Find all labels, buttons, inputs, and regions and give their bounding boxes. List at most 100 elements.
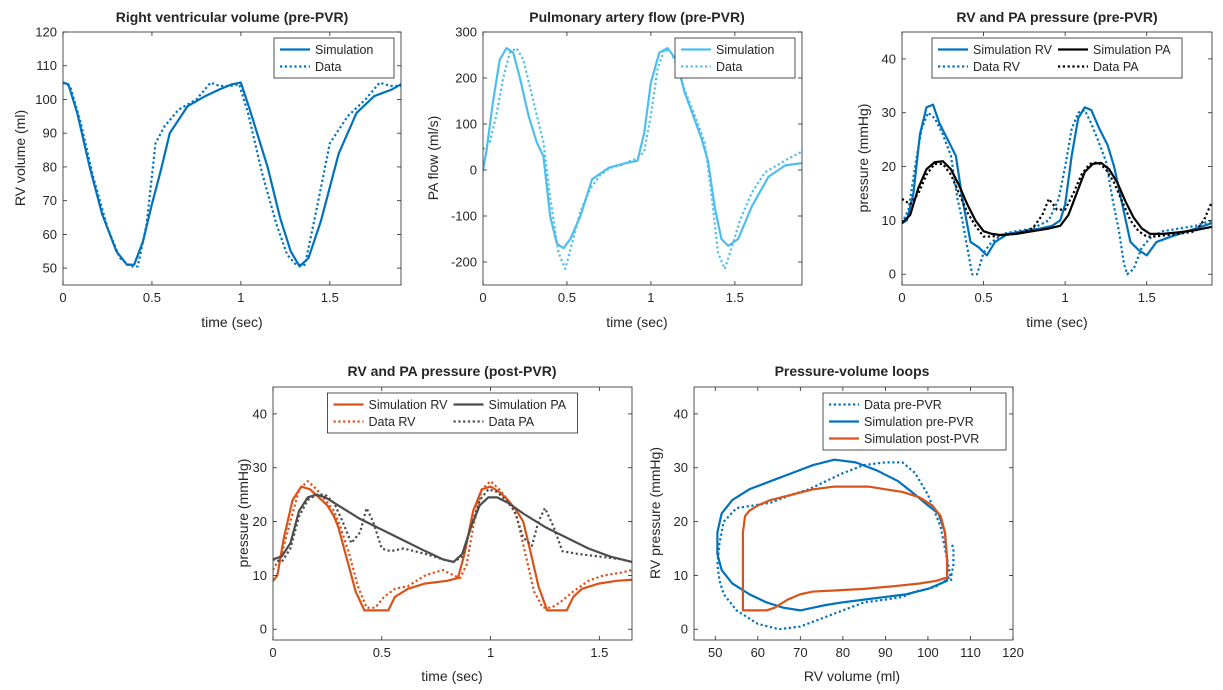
x-tick-label: 120: [1002, 645, 1024, 660]
legend-entry: Data pre-PVR: [864, 398, 942, 412]
y-tick-label: 80: [43, 159, 57, 174]
x-tick-label: 1: [487, 645, 494, 660]
series-line-0: [273, 485, 632, 612]
y-tick-label: 0: [889, 267, 896, 282]
axes-box: [272, 386, 633, 641]
legend-entry: Simulation PA: [1093, 43, 1171, 57]
legend-box: [674, 37, 796, 79]
x-tick-label: 1.5: [726, 290, 744, 305]
y-tick-label: 90: [43, 126, 57, 141]
x-tick-label: 0.5: [373, 645, 391, 660]
axes-box: [62, 31, 402, 286]
chart-title: Right ventricular volume (pre-PVR): [116, 9, 349, 25]
axes-box: [482, 31, 803, 286]
series-line-1: [902, 108, 1212, 276]
legend-entry: Simulation RV: [369, 398, 449, 412]
x-tick-label: 90: [878, 645, 892, 660]
legend: Simulation RV Data RV Simulation PA Data PA: [931, 37, 1183, 79]
x-tick-label: 0: [898, 290, 905, 305]
chart-title: RV and PA pressure (pre-PVR): [956, 9, 1157, 25]
y-tick-label: 120: [35, 25, 57, 40]
series-group: [273, 480, 632, 612]
y-tick-label: 30: [674, 460, 688, 475]
x-axis-label: RV volume (ml): [804, 668, 900, 684]
x-tick-label: 100: [917, 645, 939, 660]
x-tick-label: 0: [479, 290, 486, 305]
legend-entry: Data: [315, 60, 341, 74]
legend-entry: Data RV: [369, 415, 417, 429]
x-tick-label: 0: [59, 290, 66, 305]
y-tick-label: 50: [43, 261, 57, 276]
y-axis-label: pressure (mmHg): [235, 459, 251, 568]
y-tick-label: 30: [253, 460, 267, 475]
panel-pv-loops: Pressure-volume loops RV volume (ml) RV …: [647, 363, 1024, 684]
legend-entry: Simulation pre-PVR: [864, 415, 974, 429]
y-axis-label: PA flow (ml/s): [425, 116, 441, 201]
panel-rv-pa-pressure-post: RV and PA pressure (post-PVR) time (sec)…: [235, 363, 633, 684]
y-tick-label: 60: [43, 227, 57, 242]
y-tick-label: 110: [36, 58, 57, 73]
series-group: [716, 458, 955, 631]
x-tick-label: 50: [708, 645, 722, 660]
x-axis-label: time (sec): [606, 314, 667, 330]
x-tick-label: 1.5: [1138, 290, 1156, 305]
legend: Simulation RV Data RV Simulation PA Data PA: [327, 392, 578, 434]
chart-title: RV and PA pressure (post-PVR): [347, 363, 556, 379]
y-tick-label: 10: [674, 568, 688, 583]
legend: Simulation Data: [273, 37, 395, 79]
y-tick-label: 0: [260, 622, 267, 637]
legend: Data pre-PVR Simulation pre-PVR Simulation…: [822, 392, 1007, 451]
x-axis-label: time (sec): [1026, 314, 1087, 330]
x-tick-label: 1.5: [590, 645, 608, 660]
x-tick-label: 1: [237, 290, 244, 305]
x-tick-label: 0.5: [975, 290, 993, 305]
series-line-1: [63, 81, 401, 268]
y-tick-label: 100: [35, 92, 57, 107]
legend-entry: Data: [716, 60, 742, 74]
x-tick-label: 0.5: [558, 290, 576, 305]
y-tick-label: 10: [882, 213, 896, 228]
legend-entry: Data RV: [973, 60, 1021, 74]
series-line-0: [483, 47, 802, 250]
series-line-2: [902, 160, 1212, 237]
axes-box: [693, 386, 1014, 641]
y-tick-label: -100: [451, 209, 477, 224]
legend-box: [931, 37, 1183, 79]
x-tick-label: 0.5: [143, 290, 161, 305]
chart-title: Pressure-volume loops: [775, 363, 930, 379]
legend-entry: Data PA: [1093, 60, 1139, 74]
series-line-1: [716, 458, 949, 612]
y-tick-label: 100: [455, 117, 477, 132]
series-line-0: [902, 103, 1212, 257]
legend-entry: Data PA: [489, 415, 535, 429]
x-axis-label: time (sec): [201, 314, 262, 330]
legend-box: [327, 392, 578, 434]
series-line-0: [63, 81, 401, 268]
series-line-2: [741, 485, 949, 612]
legend-entry: Simulation RV: [973, 43, 1053, 57]
y-tick-label: 40: [674, 406, 688, 421]
series-group: [902, 103, 1212, 276]
y-tick-label: 0: [681, 622, 688, 637]
x-tick-label: 70: [793, 645, 807, 660]
panel-rv-pa-pressure-pre: RV and PA pressure (pre-PVR) time (sec) …: [855, 9, 1213, 330]
y-tick-label: 30: [882, 105, 896, 120]
y-tick-label: 40: [253, 406, 267, 421]
y-tick-label: 200: [455, 71, 477, 86]
legend: Simulation Data: [674, 37, 796, 79]
x-tick-label: 110: [960, 645, 981, 660]
x-tick-label: 80: [836, 645, 850, 660]
y-tick-label: 20: [674, 514, 688, 529]
x-tick-label: 1: [647, 290, 654, 305]
legend-entry: Simulation post-PVR: [864, 432, 979, 446]
y-tick-label: 40: [882, 51, 896, 66]
series-line-3: [902, 161, 1212, 238]
x-axis-label: time (sec): [421, 668, 482, 684]
legend-entry: Simulation: [315, 43, 373, 57]
x-tick-label: 0: [269, 645, 276, 660]
series-group: [63, 81, 401, 268]
panel-pa-flow-pre: Pulmonary artery flow (pre-PVR) time (se…: [425, 9, 803, 330]
y-axis-label: pressure (mmHg): [855, 104, 871, 213]
legend-entry: Simulation PA: [489, 398, 567, 412]
